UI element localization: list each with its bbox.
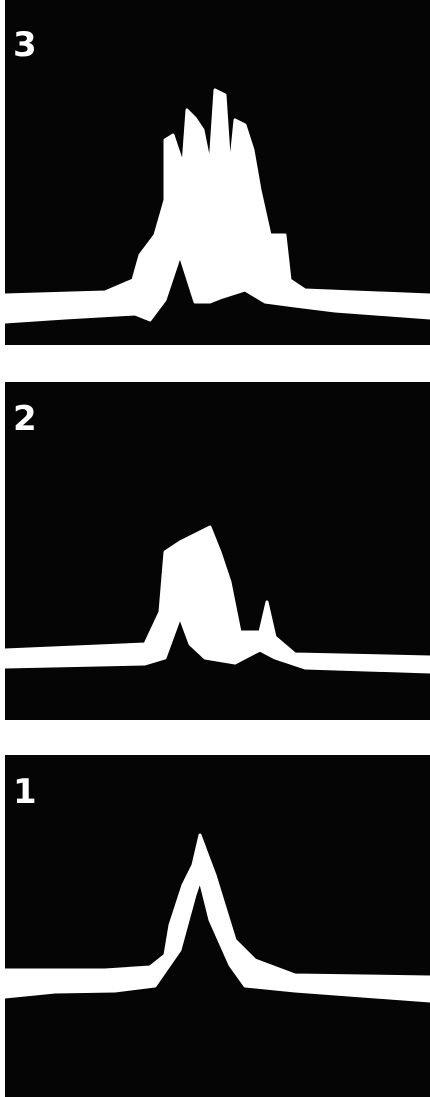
scope-figure: 3 2 1 bbox=[0, 0, 430, 1097]
panel-2: 2 bbox=[5, 382, 430, 720]
panel-1: 1 bbox=[5, 755, 430, 1097]
panel-label: 2 bbox=[13, 399, 37, 439]
page: 3 2 1 (() => { const data = JSON.parse(d… bbox=[0, 0, 430, 1097]
panel-label: 3 bbox=[13, 25, 37, 65]
panel-label: 1 bbox=[13, 772, 37, 812]
panel-3: 3 bbox=[5, 0, 430, 345]
